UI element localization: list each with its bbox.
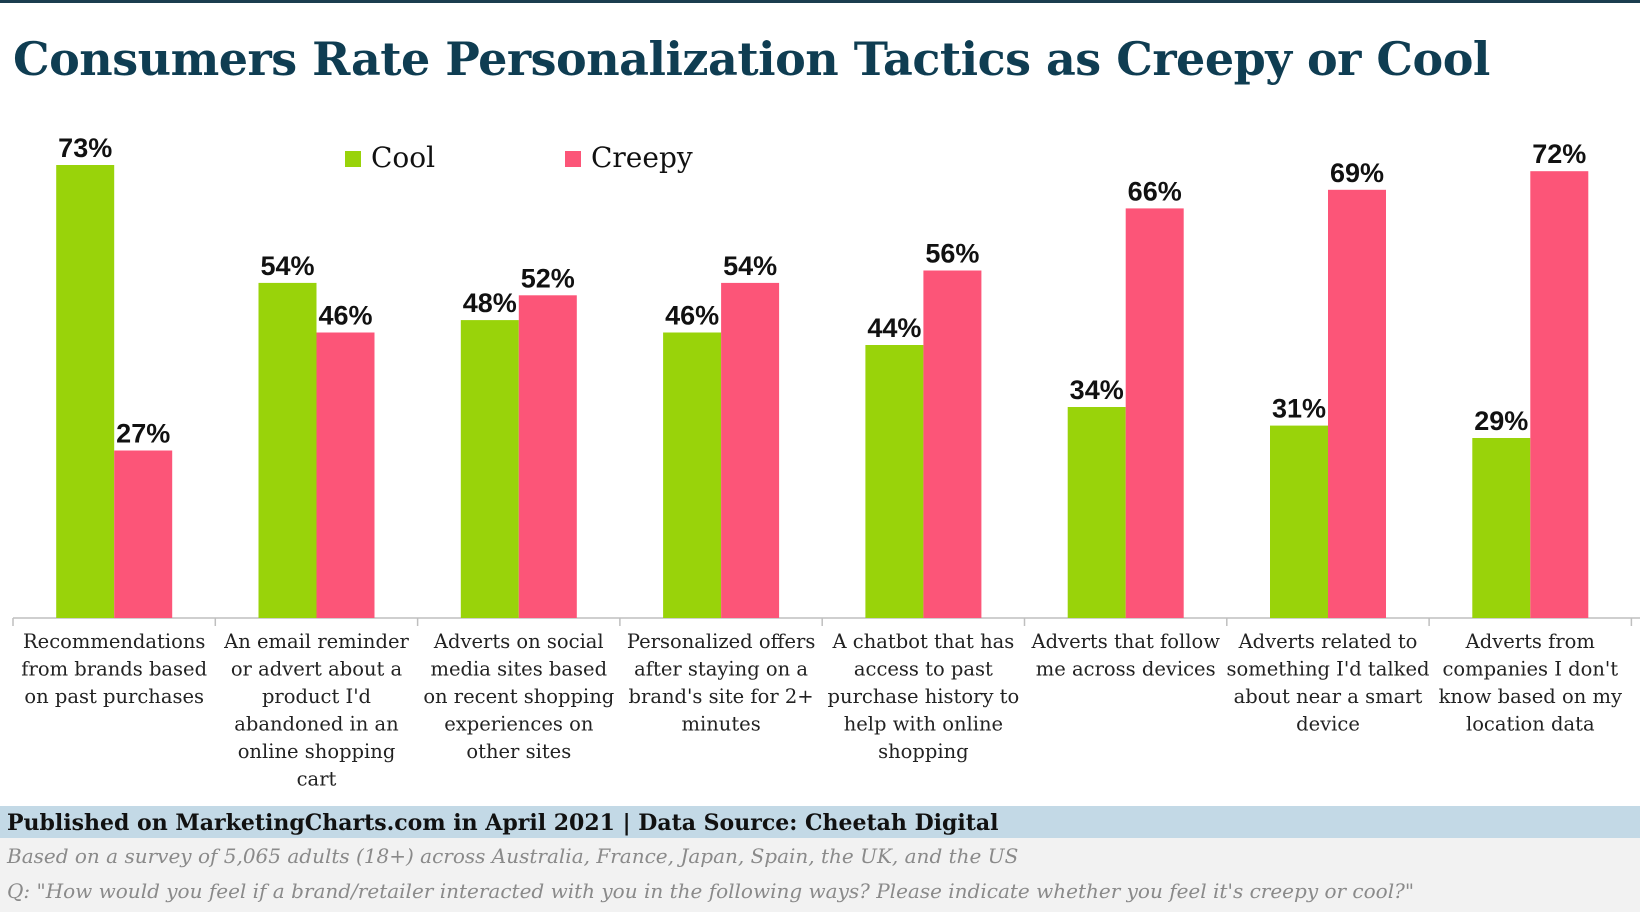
data-label-creepy: 69% (1330, 158, 1384, 188)
category-label: Personalized offers after staying on a bra… (627, 630, 815, 736)
category-label: Adverts on social media sites based on rec… (423, 630, 614, 763)
data-label-cool: 31% (1272, 394, 1326, 424)
data-label-cool: 54% (260, 251, 314, 281)
bar-creepy (1530, 171, 1589, 618)
footer-notes-panel (0, 838, 1640, 912)
bar-cool (56, 165, 115, 618)
category-label-line: An email reminder (223, 630, 409, 653)
footer-source-bar (0, 806, 1640, 838)
category-label-line: shopping (878, 740, 969, 763)
footer-published: Published on MarketingCharts.com in Apri… (7, 810, 999, 836)
legend-swatch-creepy (565, 151, 581, 167)
chart-title: Consumers Rate Personalization Tactics a… (13, 32, 1490, 86)
bar-cool (258, 282, 317, 618)
bar-creepy (114, 450, 173, 618)
category-label-line: A chatbot that has (832, 630, 1015, 653)
data-label-cool: 34% (1070, 375, 1124, 405)
category-label-line: help with online (844, 713, 1003, 736)
data-label-creepy: 52% (521, 263, 575, 293)
legend-swatch-cool (345, 151, 361, 167)
bar-creepy (316, 332, 375, 618)
category-label-line: know based on my (1439, 685, 1622, 708)
footer-question-note: Q: "How would you feel if a brand/retail… (7, 879, 1415, 903)
category-label-line: companies I don't (1442, 658, 1618, 681)
category-label-line: Personalized offers (627, 630, 815, 653)
category-label-line: or advert about a (231, 658, 403, 681)
category-label-line: media sites based (431, 658, 608, 681)
category-label: Adverts from companies I don't know based … (1439, 630, 1622, 736)
data-label-creepy: 66% (1128, 176, 1182, 206)
bar-cool (460, 320, 519, 618)
category-label: Adverts related to something I'd talked ab… (1227, 630, 1430, 736)
bar-chart: 73% 27% Recommendations from brands based on… (12, 133, 1640, 791)
bar-creepy (721, 282, 780, 618)
top-rule (0, 0, 1640, 3)
category-label-line: device (1296, 713, 1360, 736)
category-label-line: product I'd (262, 685, 371, 708)
category-label-line: something I'd talked (1227, 658, 1430, 681)
legend-label-creepy: Creepy (591, 141, 693, 174)
category-label-line: brand's site for 2+ (629, 685, 814, 708)
category-label-line: abandoned in an (234, 713, 399, 736)
bar-cool (1270, 425, 1328, 618)
data-label-creepy: 72% (1532, 139, 1586, 169)
category-label-line: access to past (854, 658, 993, 681)
category-label: Recommendations from brands based on past … (21, 630, 207, 708)
data-label-creepy: 46% (318, 301, 372, 331)
category-label-line: me across devices (1036, 658, 1216, 681)
category-label: A chatbot that has access to past purchase… (828, 630, 1020, 763)
category-label-line: minutes (681, 713, 760, 736)
category-label: An email reminder or advert about a produc… (223, 630, 409, 791)
data-label-creepy: 27% (116, 419, 170, 449)
legend-label-cool: Cool (371, 141, 435, 174)
bar-creepy (1125, 208, 1184, 618)
category-label-line: experiences on (444, 713, 594, 736)
bar-creepy (518, 295, 577, 618)
category-label-line: on past purchases (24, 685, 204, 708)
data-label-cool: 48% (463, 288, 517, 318)
bar-cool (1067, 407, 1126, 618)
category-label-line: Adverts that follow (1030, 630, 1220, 653)
category-label-line: about near a smart (1234, 685, 1423, 708)
category-label-line: purchase history to (828, 685, 1020, 708)
data-label-cool: 29% (1474, 406, 1528, 436)
category-label-line: online shopping (238, 740, 396, 763)
data-label-cool: 46% (665, 301, 719, 331)
category-label-line: Adverts on social (433, 630, 604, 653)
category-label-line: from brands based (21, 658, 207, 681)
category-label-line: Recommendations (23, 630, 205, 653)
category-label-line: other sites (466, 740, 571, 763)
category-label-line: Adverts from (1465, 630, 1595, 653)
bar-cool (865, 345, 924, 618)
bar-cool (1472, 438, 1531, 618)
bar-creepy (923, 270, 982, 618)
data-label-creepy: 56% (925, 239, 979, 269)
data-label-creepy: 54% (723, 251, 777, 281)
category-label-line: location data (1466, 713, 1595, 736)
category-label-line: cart (297, 768, 337, 791)
bar-creepy (1328, 189, 1386, 619)
category-label-line: Adverts related to (1238, 630, 1418, 653)
data-label-cool: 73% (58, 133, 112, 163)
footer-survey-note: Based on a survey of 5,065 adults (18+) … (7, 844, 1019, 868)
category-label: Adverts that follow me across devices (1030, 630, 1220, 681)
data-label-cool: 44% (867, 313, 921, 343)
category-label-line: after staying on a (634, 658, 808, 681)
category-label-line: on recent shopping (423, 685, 614, 708)
bar-cool (663, 332, 722, 618)
